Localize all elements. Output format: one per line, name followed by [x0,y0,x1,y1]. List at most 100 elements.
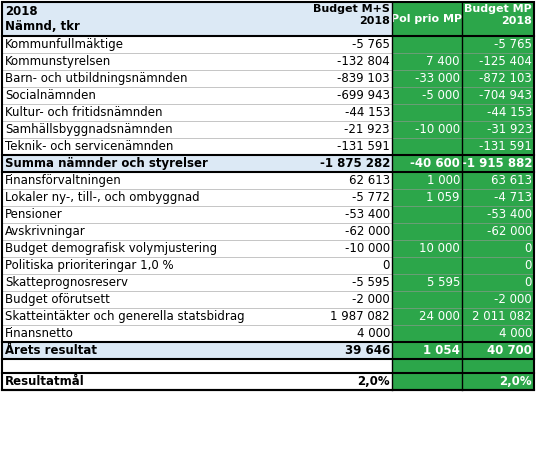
Text: -33 000: -33 000 [415,72,460,85]
Text: Kultur- och fritidsnämnden: Kultur- och fritidsnämnden [5,106,162,119]
Text: -10 000: -10 000 [345,242,390,255]
Text: Resultatmål: Resultatmål [5,375,85,388]
Bar [2,155,392,172]
Text: 1 054: 1 054 [423,344,460,357]
Text: -5 000: -5 000 [422,89,460,102]
Text: Finansförvaltningen: Finansförvaltningen [5,174,122,187]
Bar [392,2,534,36]
Text: 2,0%: 2,0% [358,375,390,388]
Bar [2,373,392,390]
Text: -125 404: -125 404 [479,55,532,68]
Bar [2,138,392,155]
Text: 7 400: 7 400 [427,55,460,68]
Text: -5 765: -5 765 [352,38,390,51]
Bar [392,274,534,291]
Text: 24 000: 24 000 [419,310,460,323]
Text: 39 646: 39 646 [345,344,390,357]
Text: -53 400: -53 400 [487,208,532,221]
Bar [392,342,534,359]
Text: 0: 0 [383,259,390,272]
Text: Socialnämnden: Socialnämnden [5,89,96,102]
Bar [392,240,534,257]
Text: Kommunfullmäktige: Kommunfullmäktige [5,38,124,51]
Bar [392,138,534,155]
Bar [392,223,534,240]
Bar [392,155,534,172]
Bar [392,121,534,138]
Bar [392,104,534,121]
Text: -40 600: -40 600 [410,157,460,170]
Text: Pol prio MP: Pol prio MP [391,14,463,24]
Text: Kommunstyrelsen: Kommunstyrelsen [5,55,111,68]
Text: Årets resultat: Årets resultat [5,344,97,357]
Text: -839 103: -839 103 [337,72,390,85]
Text: 0: 0 [525,242,532,255]
Bar [392,87,534,104]
Text: Barn- och utbildningsnämnden: Barn- och utbildningsnämnden [5,72,188,85]
Text: 40 700: 40 700 [487,344,532,357]
Text: -62 000: -62 000 [345,225,390,238]
Text: -44 153: -44 153 [345,106,390,119]
Bar [2,308,392,325]
Bar [2,53,392,70]
Bar [2,2,534,390]
Text: -704 943: -704 943 [479,89,532,102]
Text: Politiska prioriteringar 1,0 %: Politiska prioriteringar 1,0 % [5,259,174,272]
Text: 2018: 2018 [5,5,38,18]
Bar [2,342,392,359]
Bar [2,206,392,223]
Bar [392,53,534,70]
Bar [392,257,534,274]
Text: 4 000: 4 000 [356,327,390,340]
Text: -2 000: -2 000 [352,293,390,306]
Bar [2,240,392,257]
Bar [392,189,534,206]
Text: -1 875 282: -1 875 282 [319,157,390,170]
Text: Samhällsbyggnadsnämnden: Samhällsbyggnadsnämnden [5,123,173,136]
Text: Summa nämnder och styrelser: Summa nämnder och styrelser [5,157,208,170]
Text: 10 000: 10 000 [419,242,460,255]
Text: -21 923: -21 923 [345,123,390,136]
Text: Skatteintäkter och generella statsbidrag: Skatteintäkter och generella statsbidrag [5,310,244,323]
Bar [392,206,534,223]
Text: -31 923: -31 923 [487,123,532,136]
Bar [392,36,534,53]
Text: -44 153: -44 153 [487,106,532,119]
Text: Budget oförutsett: Budget oförutsett [5,293,110,306]
Bar [392,325,534,342]
Text: -4 713: -4 713 [494,191,532,204]
Bar [2,274,392,291]
Bar [392,291,534,308]
Text: 1 059: 1 059 [427,191,460,204]
Text: 0: 0 [525,276,532,289]
Text: Finansnetto: Finansnetto [5,327,74,340]
Bar [2,36,392,53]
Bar [2,104,392,121]
Text: Pensioner: Pensioner [5,208,63,221]
Text: -699 943: -699 943 [337,89,390,102]
Text: -1 915 882: -1 915 882 [461,157,532,170]
Text: 2,0%: 2,0% [500,375,532,388]
Bar [2,223,392,240]
Bar [2,291,392,308]
Bar [2,2,392,36]
Text: -62 000: -62 000 [487,225,532,238]
Text: 4 000: 4 000 [498,327,532,340]
Bar [2,87,392,104]
Bar [2,359,392,373]
Bar [2,325,392,342]
Text: 5 595: 5 595 [427,276,460,289]
Bar [2,70,392,87]
Bar [2,189,392,206]
Text: 2 011 082: 2 011 082 [472,310,532,323]
Text: 1 987 082: 1 987 082 [330,310,390,323]
Bar [392,70,534,87]
Text: 62 613: 62 613 [349,174,390,187]
Text: Lokaler ny-, till-, och ombyggnad: Lokaler ny-, till-, och ombyggnad [5,191,199,204]
Text: -5 765: -5 765 [494,38,532,51]
Text: Teknik- och servicenämnden: Teknik- och servicenämnden [5,140,173,153]
Text: -5 595: -5 595 [352,276,390,289]
Text: -5 772: -5 772 [352,191,390,204]
Bar [392,373,534,390]
Text: 63 613: 63 613 [491,174,532,187]
